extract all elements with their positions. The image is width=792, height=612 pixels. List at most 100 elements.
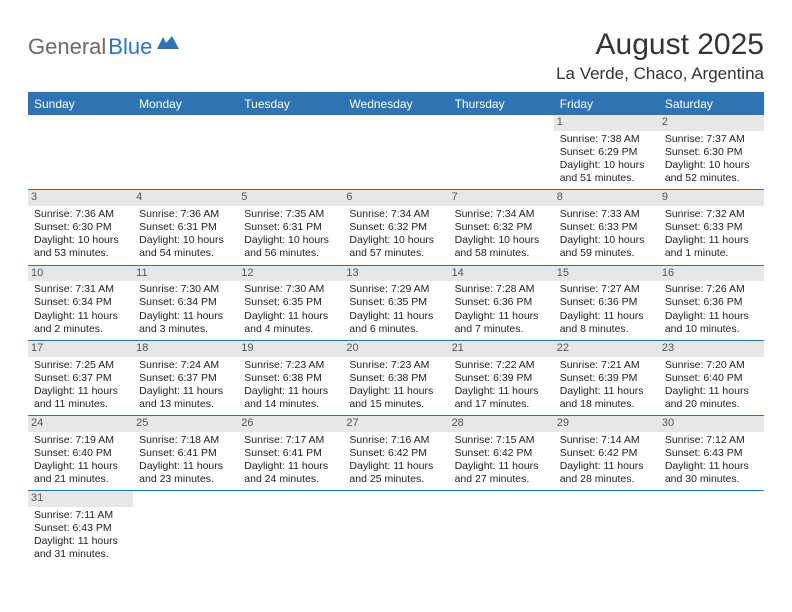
sunrise-text: Sunrise: 7:23 AM	[349, 359, 442, 372]
daylight-text: Daylight: 11 hours and 14 minutes.	[244, 385, 337, 411]
sunrise-text: Sunrise: 7:17 AM	[244, 434, 337, 447]
brand-logo: GeneralBlue	[28, 28, 179, 60]
weekday-header: Saturday	[659, 93, 764, 115]
daylight-text: Daylight: 10 hours and 56 minutes.	[244, 234, 337, 260]
daylight-text: Daylight: 11 hours and 13 minutes.	[139, 385, 232, 411]
sunset-text: Sunset: 6:36 PM	[560, 296, 653, 309]
day-number: 2	[659, 115, 764, 131]
daylight-text: Daylight: 11 hours and 7 minutes.	[455, 310, 548, 336]
day-number: 18	[133, 341, 238, 357]
sunset-text: Sunset: 6:43 PM	[665, 447, 758, 460]
sunrise-text: Sunrise: 7:26 AM	[665, 283, 758, 296]
day-number: 26	[238, 416, 343, 432]
sunrise-text: Sunrise: 7:36 AM	[139, 208, 232, 221]
sunset-text: Sunset: 6:32 PM	[349, 221, 442, 234]
day-cell: 18Sunrise: 7:24 AMSunset: 6:37 PMDayligh…	[133, 341, 238, 415]
day-cell: 7Sunrise: 7:34 AMSunset: 6:32 PMDaylight…	[449, 190, 554, 264]
logo-word-b: Blue	[108, 34, 152, 60]
sunset-text: Sunset: 6:37 PM	[34, 372, 127, 385]
sunset-text: Sunset: 6:31 PM	[244, 221, 337, 234]
daylight-text: Daylight: 11 hours and 31 minutes.	[34, 535, 127, 561]
day-number: 9	[659, 190, 764, 206]
day-cell: 19Sunrise: 7:23 AMSunset: 6:38 PMDayligh…	[238, 341, 343, 415]
daylight-text: Daylight: 11 hours and 1 minute.	[665, 234, 758, 260]
day-cell: 4Sunrise: 7:36 AMSunset: 6:31 PMDaylight…	[133, 190, 238, 264]
sunset-text: Sunset: 6:42 PM	[349, 447, 442, 460]
weekday-header: Thursday	[449, 93, 554, 115]
day-number: 5	[238, 190, 343, 206]
title-block: August 2025 La Verde, Chaco, Argentina	[556, 28, 764, 84]
week-row: 1Sunrise: 7:38 AMSunset: 6:29 PMDaylight…	[28, 115, 764, 190]
day-number: 4	[133, 190, 238, 206]
daylight-text: Daylight: 11 hours and 8 minutes.	[560, 310, 653, 336]
sunset-text: Sunset: 6:39 PM	[455, 372, 548, 385]
day-cell: 21Sunrise: 7:22 AMSunset: 6:39 PMDayligh…	[449, 341, 554, 415]
sunset-text: Sunset: 6:36 PM	[665, 296, 758, 309]
sunset-text: Sunset: 6:36 PM	[455, 296, 548, 309]
weekday-header: Sunday	[28, 93, 133, 115]
day-cell: 30Sunrise: 7:12 AMSunset: 6:43 PMDayligh…	[659, 416, 764, 490]
sunrise-text: Sunrise: 7:34 AM	[349, 208, 442, 221]
sunrise-text: Sunrise: 7:27 AM	[560, 283, 653, 296]
day-cell: 31Sunrise: 7:11 AMSunset: 6:43 PMDayligh…	[28, 491, 133, 565]
day-cell: 25Sunrise: 7:18 AMSunset: 6:41 PMDayligh…	[133, 416, 238, 490]
daylight-text: Daylight: 11 hours and 17 minutes.	[455, 385, 548, 411]
sunset-text: Sunset: 6:30 PM	[34, 221, 127, 234]
daylight-text: Daylight: 11 hours and 23 minutes.	[139, 460, 232, 486]
day-cell: 12Sunrise: 7:30 AMSunset: 6:35 PMDayligh…	[238, 266, 343, 340]
day-cell: 8Sunrise: 7:33 AMSunset: 6:33 PMDaylight…	[554, 190, 659, 264]
sunrise-text: Sunrise: 7:23 AM	[244, 359, 337, 372]
sunset-text: Sunset: 6:35 PM	[244, 296, 337, 309]
day-number: 3	[28, 190, 133, 206]
day-cell: 26Sunrise: 7:17 AMSunset: 6:41 PMDayligh…	[238, 416, 343, 490]
day-cell: 11Sunrise: 7:30 AMSunset: 6:34 PMDayligh…	[133, 266, 238, 340]
sunrise-text: Sunrise: 7:14 AM	[560, 434, 653, 447]
daylight-text: Daylight: 11 hours and 28 minutes.	[560, 460, 653, 486]
sunrise-text: Sunrise: 7:33 AM	[560, 208, 653, 221]
day-number: 28	[449, 416, 554, 432]
day-number: 8	[554, 190, 659, 206]
day-number: 14	[449, 266, 554, 282]
day-number: 1	[554, 115, 659, 131]
weekday-header: Wednesday	[343, 93, 448, 115]
sunrise-text: Sunrise: 7:37 AM	[665, 133, 758, 146]
weekday-header-row: Sunday Monday Tuesday Wednesday Thursday…	[28, 93, 764, 115]
day-cell	[133, 491, 238, 565]
week-row: 3Sunrise: 7:36 AMSunset: 6:30 PMDaylight…	[28, 190, 764, 265]
day-number: 23	[659, 341, 764, 357]
calendar-body: 1Sunrise: 7:38 AMSunset: 6:29 PMDaylight…	[28, 115, 764, 566]
sunrise-text: Sunrise: 7:36 AM	[34, 208, 127, 221]
sunrise-text: Sunrise: 7:29 AM	[349, 283, 442, 296]
sunrise-text: Sunrise: 7:30 AM	[244, 283, 337, 296]
week-row: 10Sunrise: 7:31 AMSunset: 6:34 PMDayligh…	[28, 266, 764, 341]
day-cell: 3Sunrise: 7:36 AMSunset: 6:30 PMDaylight…	[28, 190, 133, 264]
sunset-text: Sunset: 6:41 PM	[244, 447, 337, 460]
day-number: 25	[133, 416, 238, 432]
daylight-text: Daylight: 11 hours and 3 minutes.	[139, 310, 232, 336]
sunset-text: Sunset: 6:34 PM	[139, 296, 232, 309]
day-number: 21	[449, 341, 554, 357]
sunrise-text: Sunrise: 7:34 AM	[455, 208, 548, 221]
daylight-text: Daylight: 11 hours and 18 minutes.	[560, 385, 653, 411]
sunset-text: Sunset: 6:39 PM	[560, 372, 653, 385]
sunrise-text: Sunrise: 7:19 AM	[34, 434, 127, 447]
sunset-text: Sunset: 6:42 PM	[455, 447, 548, 460]
sunset-text: Sunset: 6:29 PM	[560, 146, 653, 159]
day-cell: 23Sunrise: 7:20 AMSunset: 6:40 PMDayligh…	[659, 341, 764, 415]
header: GeneralBlue August 2025 La Verde, Chaco,…	[28, 28, 764, 84]
daylight-text: Daylight: 10 hours and 51 minutes.	[560, 159, 653, 185]
day-cell: 14Sunrise: 7:28 AMSunset: 6:36 PMDayligh…	[449, 266, 554, 340]
day-number: 13	[343, 266, 448, 282]
sunset-text: Sunset: 6:42 PM	[560, 447, 653, 460]
sunset-text: Sunset: 6:40 PM	[665, 372, 758, 385]
sunrise-text: Sunrise: 7:28 AM	[455, 283, 548, 296]
day-number: 12	[238, 266, 343, 282]
daylight-text: Daylight: 10 hours and 57 minutes.	[349, 234, 442, 260]
day-cell	[343, 115, 448, 189]
day-cell: 15Sunrise: 7:27 AMSunset: 6:36 PMDayligh…	[554, 266, 659, 340]
weekday-header: Tuesday	[238, 93, 343, 115]
day-cell: 24Sunrise: 7:19 AMSunset: 6:40 PMDayligh…	[28, 416, 133, 490]
day-number: 30	[659, 416, 764, 432]
daylight-text: Daylight: 11 hours and 6 minutes.	[349, 310, 442, 336]
daylight-text: Daylight: 11 hours and 11 minutes.	[34, 385, 127, 411]
